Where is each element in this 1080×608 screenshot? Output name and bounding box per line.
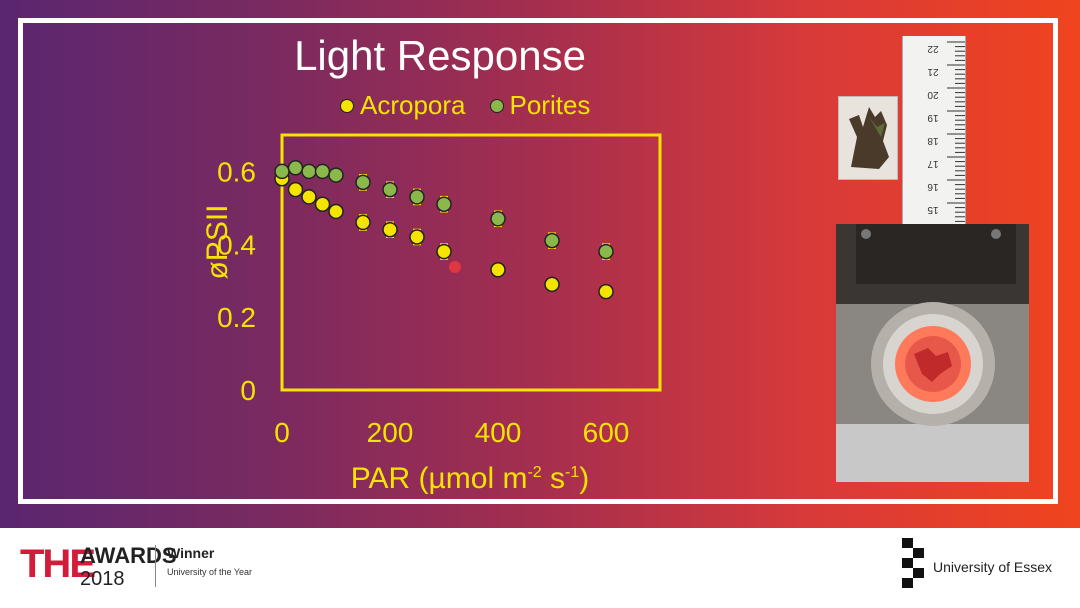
data-point-acropora [490,262,506,278]
university-name: University of Essex [933,559,1053,575]
legend-label-porites: Porites [509,90,591,120]
data-point-porites [328,167,344,183]
y-tick-label: 0.2 [217,302,256,333]
data-point-porites [544,232,560,249]
chart-title: Light Response [294,32,586,79]
footer-divider [155,545,156,587]
scatter-chart: 0 0.2 0.4 0.6 0 200 400 600 [217,133,662,448]
x-tick-label: 200 [367,417,414,448]
data-point-acropora [409,229,425,245]
chart-legend: Acropora Porites [340,90,590,121]
the-awards-logo: THE [20,542,96,586]
x-tick-label: 400 [475,417,522,448]
y-tick-label: 0.6 [217,156,256,187]
data-point-porites [355,174,371,191]
ruler-label: 21 [927,66,939,77]
data-point-porites [436,196,452,212]
ruler: 22 21 20 19 18 17 16 15 [902,36,966,224]
y-tick-label: 0.4 [217,229,256,260]
legend-item-porites: Porites [489,90,591,121]
data-point-porites [301,163,317,180]
awards-year: 2018 [80,568,125,590]
ruler-label: 18 [927,135,939,146]
data-point-acropora [436,243,452,260]
legend-item-acropora: Acropora [340,90,466,121]
plot-area-border [280,133,662,392]
data-point-porites [490,211,506,227]
data-point-acropora [287,181,304,198]
data-point-acropora [544,276,560,293]
data-point-porites [409,189,425,205]
data-point-porites [382,181,398,198]
coral-sample-photo [838,96,898,180]
ruler-label: 20 [927,89,939,100]
footer [0,528,1080,608]
ruler-label: 15 [927,204,939,215]
data-point-acropora [355,214,371,231]
legend-marker-acropora [340,98,354,113]
ruler-label: 16 [927,181,939,192]
data-point-porites [274,163,290,180]
university-of-year-label: University of the Year [167,567,253,577]
chamber-image [836,224,1029,482]
chamber-photo [836,224,1029,482]
y-axis-label: øPSII [201,204,234,280]
winner-label: Winner [167,545,215,561]
data-point-acropora [314,196,331,212]
data-point-acropora [328,203,344,220]
ruler-label: 19 [927,112,939,123]
ruler-label: 22 [927,43,939,54]
coral-sample-image [849,107,889,169]
legend-marker-porites [489,98,504,113]
x-tick-label: 600 [583,417,630,448]
x-axis-label: PAR (µmol m-2 s-1) [350,462,590,495]
data-point-acropora [301,189,317,205]
data-point-porites [314,163,331,180]
y-tick-label: 0 [240,375,256,406]
slide-frame [18,18,1058,504]
laser-pointer-dot [449,261,461,273]
ruler-label: 17 [927,158,939,169]
essex-logo-icon [902,538,924,588]
x-tick-label: 0 [274,417,290,448]
legend-label-acropora: Acropora [360,90,466,120]
data-point-porites [598,243,614,260]
data-point-porites [287,160,304,176]
data-point-acropora [382,221,398,238]
ruler-scale: 22 21 20 19 18 17 16 15 [927,41,965,222]
data-point-acropora [598,283,614,300]
awards-text: AWARDS [80,543,177,568]
